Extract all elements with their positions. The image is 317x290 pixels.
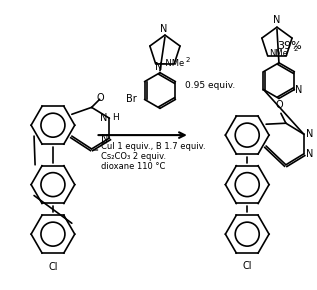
Text: 0.95 equiv.: 0.95 equiv. <box>185 81 235 90</box>
Text: =: = <box>93 147 99 153</box>
Text: Cl: Cl <box>243 261 252 271</box>
Text: Cs₂CO₃ 2 equiv.: Cs₂CO₃ 2 equiv. <box>100 152 166 161</box>
Text: N: N <box>101 134 108 144</box>
Text: H: H <box>113 113 119 122</box>
Text: N: N <box>306 149 313 159</box>
Text: CuI 1 equiv., B 1.7 equiv.: CuI 1 equiv., B 1.7 equiv. <box>100 142 205 151</box>
Text: N: N <box>273 15 281 25</box>
Text: 2: 2 <box>185 57 190 63</box>
Text: N: N <box>160 24 168 34</box>
Text: Br: Br <box>126 95 137 104</box>
Text: Cl: Cl <box>48 262 58 272</box>
Text: N: N <box>100 113 107 123</box>
Text: O: O <box>275 100 283 110</box>
Text: 2: 2 <box>294 46 298 52</box>
Text: —NMe: —NMe <box>158 59 185 68</box>
Text: 39%: 39% <box>277 41 302 51</box>
Text: dioxane 110 °C: dioxane 110 °C <box>100 162 165 171</box>
Text: NMe: NMe <box>270 49 288 58</box>
Text: O: O <box>97 93 104 104</box>
Text: N: N <box>155 62 163 72</box>
Text: N: N <box>295 85 303 95</box>
Text: N: N <box>306 129 313 139</box>
